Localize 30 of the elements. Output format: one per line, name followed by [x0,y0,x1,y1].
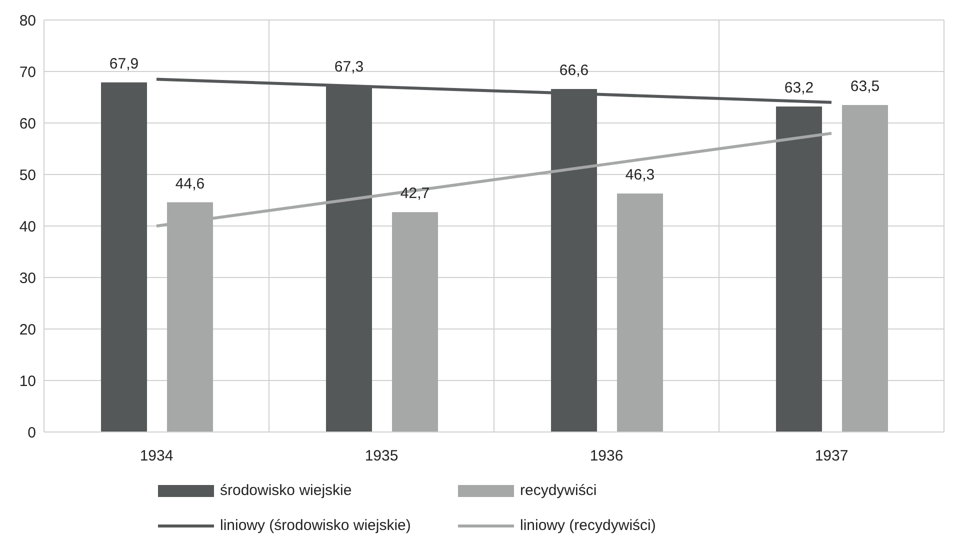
y-tick-label: 30 [19,270,36,287]
y-tick-label: 60 [19,115,36,132]
legend-label: środowisko wiejskie [220,482,352,499]
bar [776,106,822,432]
legend-label: liniowy (recydywiści) [520,517,656,534]
data-label: 42,7 [400,185,430,202]
data-label: 67,9 [109,55,139,72]
bar [392,212,438,432]
bar [617,194,663,432]
x-tick-label: 1936 [590,448,624,465]
y-tick-label: 70 [19,64,36,81]
y-tick-label: 40 [19,218,36,236]
bar [842,104,888,432]
x-tick-label: 1935 [364,448,398,465]
x-tick-label: 1934 [140,448,174,465]
bar [101,82,147,432]
legend-label: liniowy (środowisko wiejskie) [220,517,411,534]
data-label: 63,2 [784,80,814,97]
data-label: 67,3 [334,58,364,76]
data-label: 46,3 [625,166,655,184]
data-label: 63,5 [850,78,880,95]
y-tick-label: 50 [19,166,36,184]
y-tick-label: 10 [19,372,36,390]
y-tick-label: 80 [19,12,36,30]
legend-label: recydywiści [520,482,597,499]
y-tick-label: 20 [19,321,36,338]
x-tick-label: 1937 [814,448,848,465]
data-label: 44,6 [175,175,205,192]
data-label: 66,6 [559,62,589,80]
y-tick-label: 0 [28,424,36,442]
